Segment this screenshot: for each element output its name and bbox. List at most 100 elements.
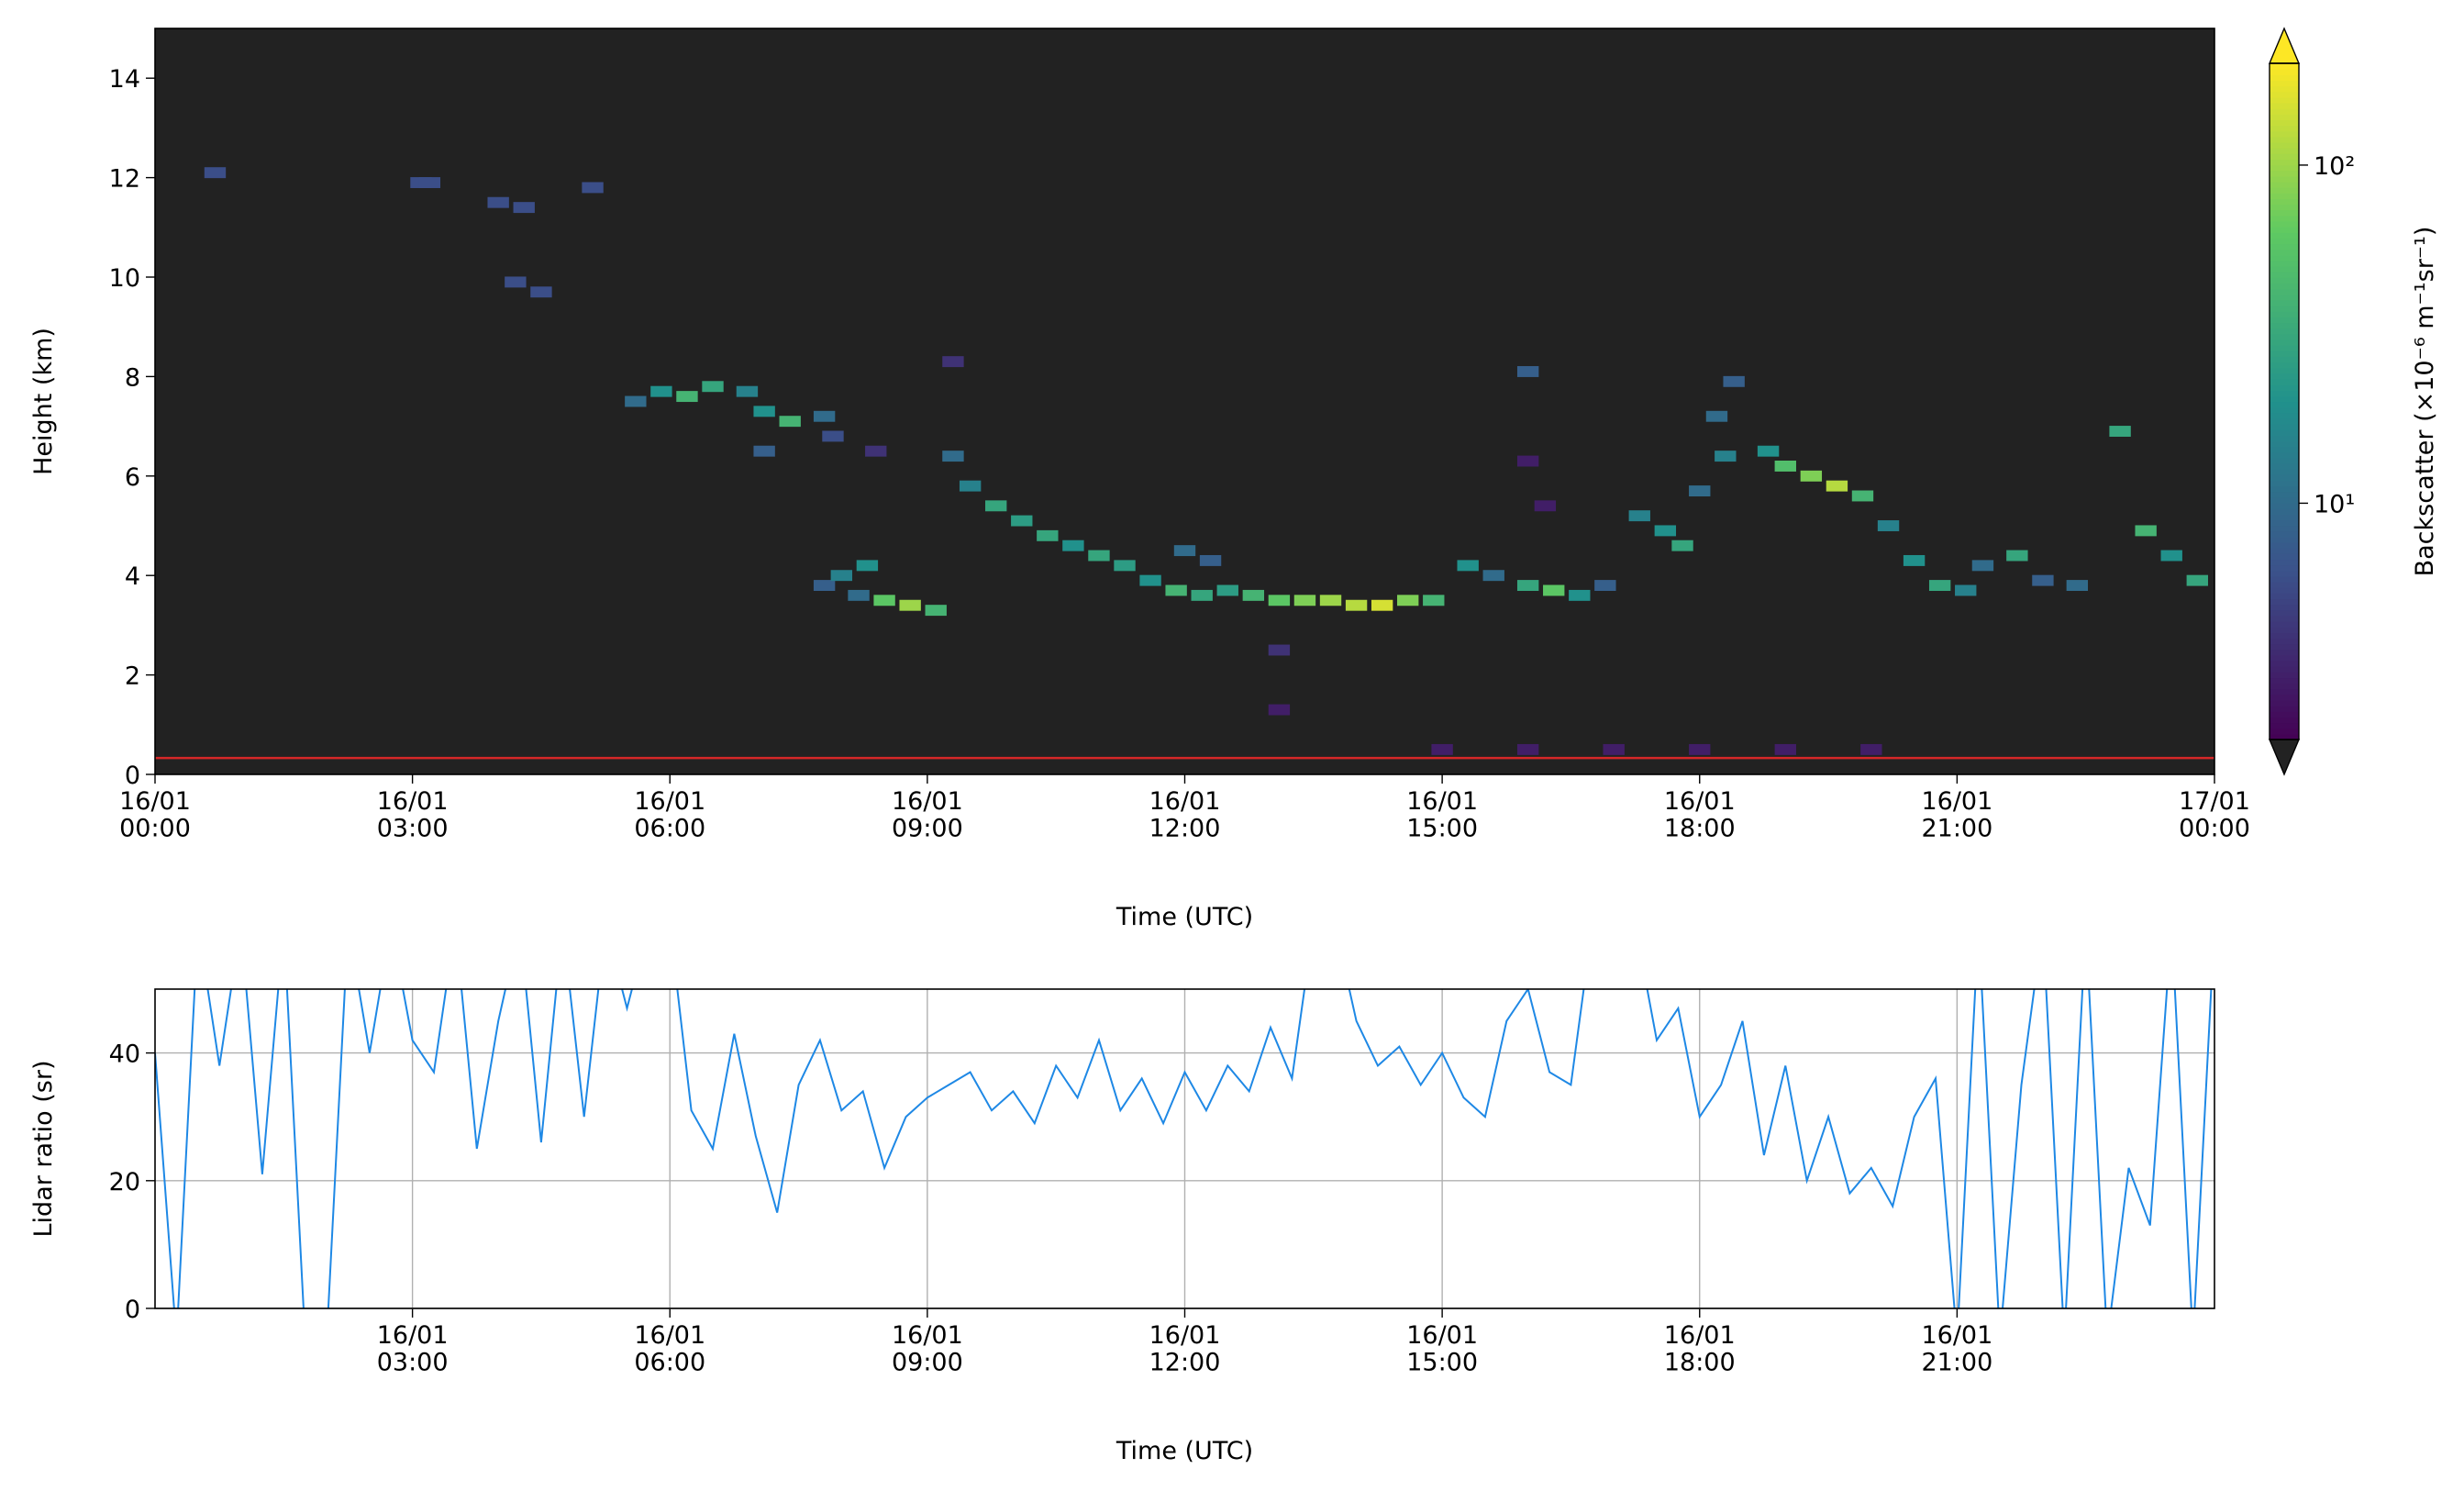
backscatter-cell bbox=[1431, 743, 1453, 755]
backscatter-cell bbox=[676, 391, 698, 403]
y-tick-label: 12 bbox=[109, 165, 140, 194]
y-tick-label: 0 bbox=[125, 762, 140, 790]
colorbar-segment bbox=[2270, 266, 2299, 273]
colorbar-segment bbox=[2270, 328, 2299, 335]
colorbar-segment bbox=[2270, 130, 2299, 138]
backscatter-cell bbox=[1689, 743, 1711, 755]
backscatter-cell bbox=[1689, 485, 1711, 497]
backscatter-cell bbox=[204, 167, 227, 179]
colorbar-extend-max bbox=[2268, 27, 2301, 64]
colorbar-segment bbox=[2270, 706, 2299, 712]
x-axis-label: Time (UTC) bbox=[1115, 1437, 1253, 1465]
colorbar-segment bbox=[2270, 254, 2299, 261]
colorbar-segment bbox=[2270, 457, 2299, 464]
colorbar-segment bbox=[2270, 553, 2299, 561]
backscatter-cell bbox=[1011, 515, 1033, 527]
colorbar-segment bbox=[2270, 598, 2299, 606]
colorbar-segment bbox=[2270, 469, 2299, 475]
colorbar-segment bbox=[2270, 311, 2299, 317]
colorbar-segment bbox=[2270, 350, 2299, 357]
backscatter-cell bbox=[985, 500, 1007, 512]
colorbar-segment bbox=[2270, 485, 2299, 493]
colorbar-segment bbox=[2270, 480, 2299, 487]
colorbar-segment bbox=[2270, 378, 2299, 385]
backscatter-cell bbox=[865, 445, 887, 457]
backscatter-cell bbox=[1654, 525, 1677, 537]
backscatter-cell bbox=[1516, 743, 1539, 755]
colorbar-segment bbox=[2270, 80, 2299, 87]
backscatter-cell bbox=[2006, 550, 2028, 562]
y-tick-label: 8 bbox=[125, 363, 140, 392]
colorbar-segment bbox=[2270, 232, 2299, 239]
colorbar-segment bbox=[2270, 412, 2299, 419]
colorbar-segment bbox=[2270, 615, 2299, 622]
backscatter-cell bbox=[830, 570, 853, 582]
colorbar-segment bbox=[2270, 401, 2299, 408]
colorbar-frame bbox=[2269, 62, 2300, 740]
x-tick-label: 16/01 09:00 bbox=[892, 787, 963, 843]
backscatter-cell bbox=[1242, 589, 1265, 601]
backscatter-cell bbox=[1516, 455, 1539, 467]
colorbar-segment bbox=[2270, 272, 2299, 278]
colorbar-segment bbox=[2270, 175, 2299, 183]
backscatter-cell bbox=[1569, 589, 1591, 601]
backscatter-cell bbox=[1594, 580, 1616, 592]
backscatter-cell bbox=[1774, 460, 1796, 472]
colorbar-segment bbox=[2270, 649, 2299, 656]
colorbar-segment bbox=[2270, 519, 2299, 527]
backscatter-cell bbox=[530, 286, 552, 298]
colorbar-segment bbox=[2270, 356, 2299, 363]
backscatter-cell bbox=[1928, 580, 1951, 592]
x-tick-label: 16/01 15:00 bbox=[1406, 1321, 1478, 1377]
colorbar-segment bbox=[2270, 604, 2299, 611]
colorbar-segment bbox=[2270, 373, 2299, 380]
colorbar-segment bbox=[2270, 508, 2299, 515]
colorbar-segment bbox=[2270, 125, 2299, 132]
x-axis-label: Time (UTC) bbox=[1115, 903, 1253, 931]
y-tick-label: 0 bbox=[125, 1296, 140, 1324]
colorbar-segment bbox=[2270, 91, 2299, 98]
colorbar-segment bbox=[2270, 542, 2299, 549]
colorbar-segment bbox=[2270, 209, 2299, 217]
colorbar-segment bbox=[2270, 440, 2299, 448]
colorbar-segment bbox=[2270, 496, 2299, 504]
colorbar-segment bbox=[2270, 339, 2299, 346]
colorbar-segment bbox=[2270, 717, 2299, 724]
backscatter-cell bbox=[702, 381, 724, 393]
backscatter-cell bbox=[1165, 584, 1187, 596]
colorbar-segment bbox=[2270, 559, 2299, 566]
backscatter-cell bbox=[1268, 595, 1291, 606]
backscatter-cell bbox=[513, 202, 535, 214]
colorbar-tick-label: 10² bbox=[2314, 152, 2355, 181]
backscatter-cell bbox=[1268, 704, 1291, 716]
colorbar-segment bbox=[2270, 181, 2299, 188]
colorbar-segment bbox=[2270, 333, 2299, 340]
backscatter-cell bbox=[1216, 584, 1238, 596]
y-tick-label: 2 bbox=[125, 662, 140, 691]
y-tick-label: 14 bbox=[109, 65, 140, 94]
colorbar-segment bbox=[2270, 198, 2299, 206]
x-tick-label: 16/01 06:00 bbox=[634, 787, 705, 843]
colorbar-segment bbox=[2270, 187, 2299, 194]
colorbar-segment bbox=[2270, 193, 2299, 199]
x-tick-label: 16/01 18:00 bbox=[1664, 787, 1736, 843]
colorbar-segment bbox=[2270, 390, 2299, 396]
backscatter-cell bbox=[1851, 490, 1874, 502]
colorbar-segment bbox=[2270, 294, 2299, 301]
x-tick-label: 16/01 09:00 bbox=[892, 1321, 963, 1377]
backscatter-cell bbox=[1705, 410, 1728, 422]
backscatter-cell bbox=[582, 182, 604, 194]
colorbar-segment bbox=[2270, 299, 2299, 306]
colorbar-segment bbox=[2270, 688, 2299, 695]
backscatter-cell bbox=[1114, 560, 1136, 572]
backscatter-cell bbox=[418, 177, 441, 188]
colorbar-segment bbox=[2270, 632, 2299, 640]
x-tick-label: 16/01 03:00 bbox=[377, 1321, 449, 1377]
backscatter-cell bbox=[1457, 560, 1479, 572]
colorbar-tick-label: 10¹ bbox=[2314, 490, 2355, 518]
colorbar-segment bbox=[2270, 102, 2299, 109]
backscatter-cell bbox=[2109, 426, 2131, 437]
backscatter-cell bbox=[813, 410, 836, 422]
